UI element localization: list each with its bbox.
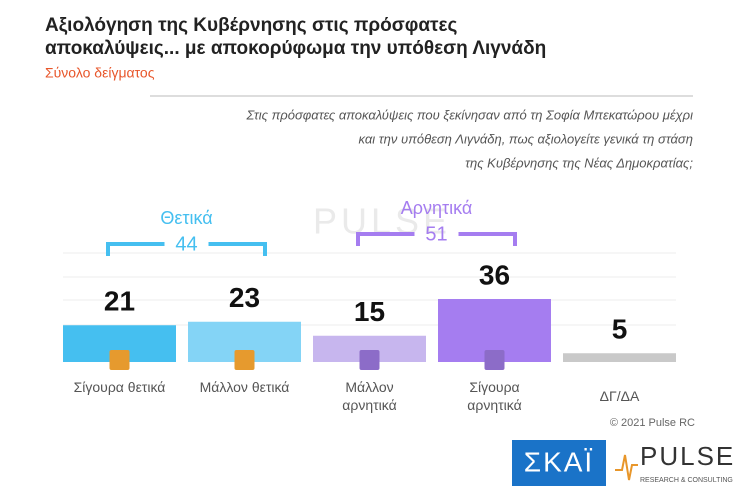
category-label: Μάλλον αρνητικά (342, 379, 397, 413)
logo-tagline: RESEARCH & CONSULTING (640, 477, 733, 484)
icon (359, 350, 380, 370)
icon (484, 350, 505, 370)
icon (109, 350, 130, 370)
category-label: Μάλλον θετικά (199, 379, 290, 395)
category-label: Σίγουρα θετικά (73, 379, 166, 395)
group-label: Αρνητικά (401, 198, 473, 218)
question: Στις πρόσφατες αποκαλύψεις που ξεκίνησαν… (246, 107, 694, 122)
group-value: 44 (175, 233, 197, 255)
logo: ΣΚΑΪ (524, 446, 594, 477)
value-label: 5 (612, 314, 628, 345)
logo-pulse (615, 454, 638, 481)
logo-box (512, 440, 606, 486)
value-label: 23 (229, 282, 260, 313)
group-value: 51 (425, 223, 447, 245)
chart-title: Αξιολόγηση της Κυβέρνησης στις πρόσφατες (45, 15, 458, 36)
group-bracket (106, 242, 267, 256)
value-label: 15 (354, 296, 385, 327)
question: και την υπόθεση Λιγνάδη, πως αξιολογείτε… (359, 131, 693, 146)
group-bracket (356, 232, 517, 246)
copyright: © 2021 Pulse RC (610, 417, 695, 429)
subtitle: Σύνολο δείγματος (45, 65, 155, 81)
logo: PULSE (640, 441, 735, 471)
question: της Κυβέρνησης της Νέας Δημοκρατίας; (465, 155, 693, 170)
category-label: ΔΓ/ΔΑ (599, 388, 640, 404)
icon (234, 350, 255, 370)
group-label: Θετικά (160, 208, 212, 228)
value-label: 21 (104, 286, 135, 317)
category-label: Σίγουρα αρνητικά (467, 379, 522, 413)
value-label: 36 (479, 259, 510, 290)
chart-title: αποκαλύψεις... με αποκορύφωμα την υπόθεσ… (45, 38, 546, 59)
bar (563, 353, 676, 362)
